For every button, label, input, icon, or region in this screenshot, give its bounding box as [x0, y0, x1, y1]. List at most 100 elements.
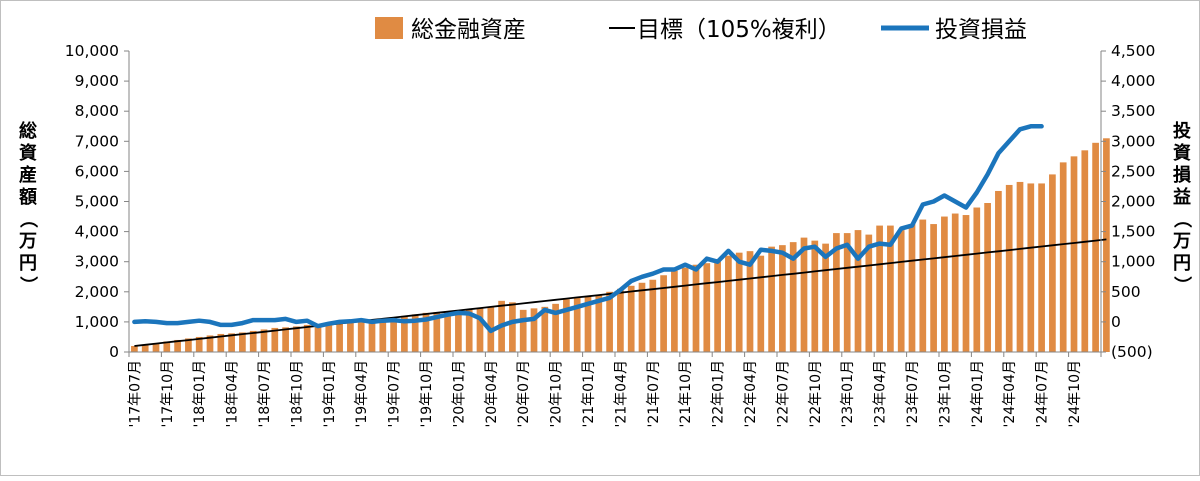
left-tick-label: 0 — [109, 343, 119, 361]
asset-bar — [303, 324, 311, 352]
asset-bar — [811, 240, 819, 352]
left-axis: 0 1,000 2,000 3,000 4,000 5,000 6,000 7,000 8,00… — [65, 42, 130, 361]
asset-bar — [141, 344, 149, 352]
asset-bar — [833, 233, 840, 352]
asset-bar — [995, 190, 1002, 352]
asset-bar — [530, 308, 538, 352]
asset-bar — [962, 215, 970, 352]
plot-area — [131, 124, 1110, 353]
axis-title-char: 万 — [1172, 231, 1191, 252]
asset-bar — [541, 306, 549, 352]
right-tick-label: 3,500 — [1111, 102, 1155, 120]
x-tick-label: '17年10月 — [160, 360, 176, 427]
asset-bar — [293, 326, 300, 352]
asset-bar — [1059, 162, 1067, 352]
asset-bar — [444, 311, 451, 352]
asset-bar — [379, 318, 387, 352]
asset-bar — [1092, 142, 1099, 352]
asset-bar — [573, 297, 581, 352]
asset-bar — [649, 279, 657, 352]
asset-bar — [314, 324, 322, 352]
asset-bar — [509, 302, 516, 352]
asset-bar — [951, 213, 959, 352]
asset-bar — [390, 317, 397, 352]
x-tick-label: '22年01月 — [711, 360, 727, 427]
asset-bar — [239, 332, 246, 352]
asset-bar — [757, 255, 765, 352]
asset-bar — [854, 230, 862, 352]
right-tick-label: 3,000 — [1111, 132, 1155, 150]
legend-bar-label: 総金融資産 — [411, 17, 526, 43]
x-tick-label: '21年01月 — [581, 360, 597, 427]
axis-title-char: ） — [17, 276, 38, 294]
left-tick-label: 6,000 — [75, 162, 119, 180]
asset-bar — [401, 315, 408, 352]
x-tick-label: '23年04月 — [873, 360, 889, 427]
left-tick-label: 8,000 — [75, 102, 119, 120]
asset-bar — [930, 224, 937, 352]
asset-bar — [519, 309, 527, 352]
x-tick-label: '20年07月 — [516, 360, 532, 427]
asset-bar — [703, 263, 711, 352]
asset-bar — [800, 237, 808, 352]
left-tick-label: 10,000 — [65, 42, 119, 60]
asset-bar — [357, 321, 365, 352]
asset-bar — [336, 323, 343, 352]
asset-bar — [627, 285, 635, 352]
right-tick-label: 0 — [1111, 313, 1121, 331]
asset-bar — [887, 225, 894, 352]
asset-bar — [552, 303, 559, 352]
x-tick-label: '20年10月 — [549, 360, 565, 427]
left-tick-label: 2,000 — [75, 283, 119, 301]
asset-bar — [411, 314, 419, 353]
asset-bar — [476, 308, 484, 352]
asset-bar — [1070, 156, 1078, 352]
right-axis-title: 投資損益 （ 万円 ） — [1171, 120, 1192, 294]
axis-title-char: 円 — [19, 253, 37, 274]
asset-bar — [876, 225, 883, 352]
asset-bar — [174, 339, 181, 352]
x-tick-label: '24年01月 — [970, 360, 986, 427]
left-tick-label: 4,000 — [75, 223, 119, 241]
asset-bar — [1005, 184, 1013, 352]
x-tick-label: '22年04月 — [743, 360, 759, 427]
asset-bar — [984, 203, 991, 352]
axis-title-char: 損 — [1173, 164, 1192, 186]
x-tick-label: '23年01月 — [840, 360, 856, 427]
asset-bar — [735, 252, 743, 352]
asset-bar — [271, 327, 279, 352]
asset-bar — [865, 234, 873, 352]
right-tick-label: 2,500 — [1111, 162, 1155, 180]
asset-bar — [746, 251, 754, 352]
asset-bar — [217, 333, 225, 352]
right-tick-label: 1,500 — [1111, 223, 1155, 241]
legend: 総金融資産 目標（105%複利） 投資損益 — [375, 17, 1027, 43]
right-tick-label: 500 — [1111, 283, 1141, 301]
axis-title-char: 万 — [18, 231, 37, 252]
right-tick-label: 1,000 — [1111, 253, 1155, 271]
asset-bar — [671, 270, 678, 352]
left-tick-label: 7,000 — [75, 132, 119, 150]
x-tick-label: '19年01月 — [322, 360, 338, 427]
axis-title-char: 益 — [1173, 186, 1191, 208]
x-tick-label: '18年10月 — [289, 360, 305, 427]
axis-title-char: （ — [1171, 210, 1192, 228]
asset-bar — [779, 245, 786, 352]
axis-title-char: （ — [17, 210, 38, 228]
x-tick-label: '24年07月 — [1035, 360, 1051, 427]
x-tick-label: '19年07月 — [387, 360, 403, 427]
asset-bar — [681, 267, 689, 352]
asset-bar — [789, 242, 797, 352]
asset-bar — [260, 329, 268, 352]
x-tick-label: '22年10月 — [808, 360, 824, 427]
axis-title-char: ） — [1171, 276, 1192, 294]
asset-bar — [347, 322, 354, 352]
asset-bar — [725, 255, 732, 352]
asset-bar — [1027, 183, 1035, 352]
legend-pl-label: 投資損益 — [935, 17, 1027, 43]
asset-bar — [606, 291, 613, 352]
axis-title-char: 投 — [1173, 120, 1191, 142]
asset-bar — [692, 264, 700, 352]
